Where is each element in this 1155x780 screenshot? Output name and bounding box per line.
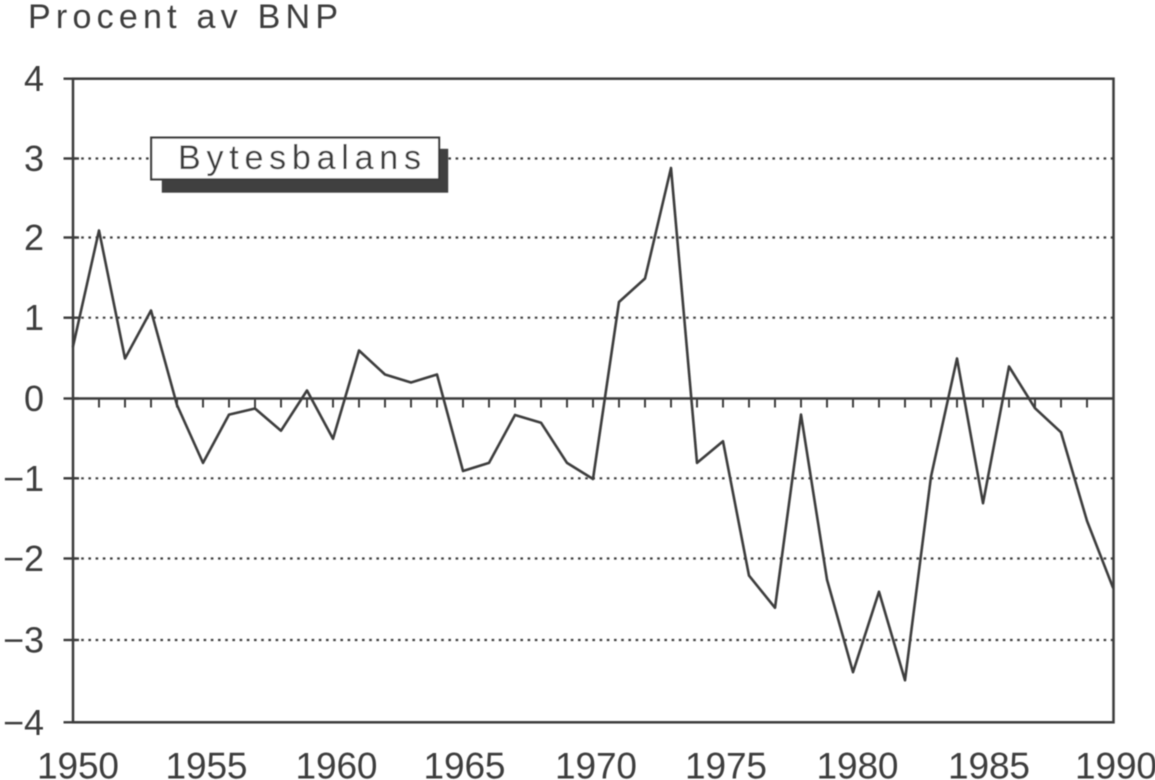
svg-text:−4: −4: [3, 702, 44, 743]
svg-text:2: 2: [24, 217, 44, 258]
svg-text:−2: −2: [3, 538, 44, 579]
svg-text:1990: 1990: [1075, 746, 1155, 780]
svg-text:1955: 1955: [166, 746, 248, 780]
svg-text:1: 1: [24, 297, 44, 338]
svg-text:1985: 1985: [948, 746, 1030, 780]
svg-text:1960: 1960: [296, 746, 378, 780]
svg-text:1970: 1970: [555, 746, 637, 780]
svg-text:3: 3: [24, 138, 44, 179]
svg-text:Bytesbalans: Bytesbalans: [178, 139, 421, 177]
svg-text:1980: 1980: [817, 746, 899, 780]
svg-text:−1: −1: [3, 458, 44, 499]
svg-text:4: 4: [24, 58, 44, 99]
svg-text:Procent av BNP: Procent av BNP: [28, 0, 338, 36]
svg-text:1950: 1950: [37, 746, 119, 780]
svg-text:−3: −3: [3, 620, 44, 661]
svg-text:1975: 1975: [685, 746, 767, 780]
svg-text:0: 0: [24, 378, 44, 419]
svg-text:1965: 1965: [424, 746, 506, 780]
